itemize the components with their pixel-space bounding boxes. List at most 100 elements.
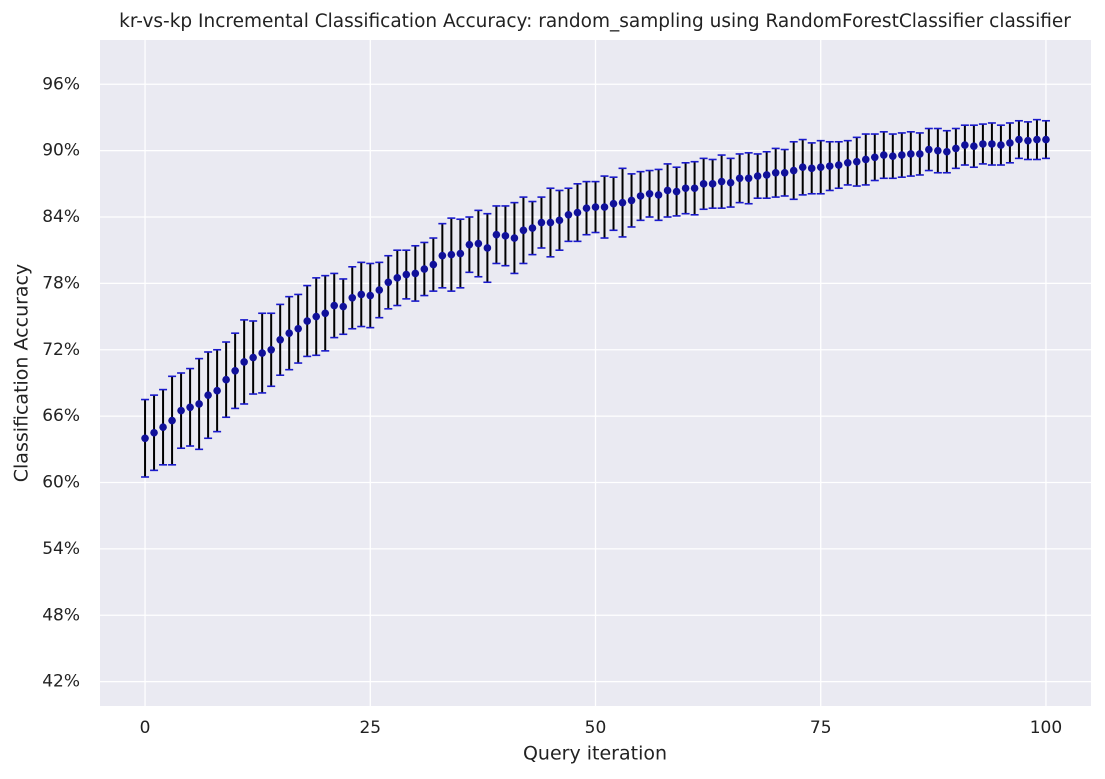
point [997, 141, 1005, 149]
point [384, 278, 393, 287]
point [357, 290, 366, 299]
point [285, 329, 293, 337]
x-tick-label: 50 [585, 718, 607, 738]
point [1042, 135, 1050, 144]
point [726, 178, 735, 187]
point [177, 406, 185, 415]
point [907, 150, 915, 158]
point [1033, 135, 1041, 144]
point [744, 174, 753, 183]
point [825, 162, 834, 170]
point [717, 177, 726, 186]
x-tick-label: 25 [359, 718, 381, 738]
y-tick-label: 54% [42, 539, 80, 559]
point [339, 302, 348, 311]
point [898, 151, 906, 159]
point [186, 403, 194, 412]
point [870, 153, 879, 162]
y-tick-label: 48% [42, 605, 80, 625]
point [519, 226, 528, 235]
point [402, 270, 411, 279]
point [627, 196, 636, 205]
point [753, 172, 762, 180]
point [465, 240, 474, 249]
point [447, 250, 456, 259]
chart-title: kr-vs-kp Incremental Classification Accu… [119, 11, 1071, 32]
point [330, 301, 339, 310]
point [393, 274, 402, 282]
point [213, 386, 221, 395]
point [267, 345, 275, 354]
y-tick-label: 60% [42, 473, 80, 493]
point [699, 180, 708, 188]
point [843, 159, 852, 167]
point [609, 199, 618, 208]
point [789, 166, 798, 175]
point [591, 203, 600, 211]
point [961, 141, 969, 149]
y-tick-label: 78% [42, 273, 80, 293]
point [159, 423, 167, 432]
point [537, 218, 546, 227]
point [222, 375, 230, 384]
point [979, 140, 987, 148]
y-axis-label: Classification Accuracy [11, 264, 33, 483]
point [861, 155, 870, 164]
point [195, 400, 203, 408]
point [834, 161, 843, 169]
point [879, 151, 888, 159]
point [276, 336, 284, 344]
point [456, 249, 465, 258]
y-tick-label: 96% [42, 74, 80, 94]
point [420, 265, 429, 273]
point [150, 428, 158, 437]
point [943, 147, 951, 156]
x-tick-label: 0 [140, 718, 151, 738]
point [654, 191, 663, 199]
point [294, 324, 303, 333]
point [600, 203, 609, 211]
y-tick-label: 72% [42, 340, 80, 360]
point [889, 152, 897, 160]
point [636, 192, 645, 200]
point [429, 260, 438, 269]
point [663, 186, 672, 195]
y-tick-label: 90% [42, 141, 80, 161]
point [312, 312, 321, 321]
point [492, 230, 501, 239]
point [141, 434, 149, 443]
point [573, 208, 582, 217]
point [249, 353, 257, 362]
y-tick-label: 66% [42, 406, 80, 426]
point [807, 164, 816, 173]
point [1015, 135, 1023, 144]
point [645, 189, 654, 198]
y-tick-label: 42% [42, 672, 80, 692]
point [168, 416, 176, 425]
point [618, 198, 627, 207]
point [375, 286, 384, 294]
y-tick-label: 84% [42, 207, 80, 227]
point [483, 244, 492, 252]
point [546, 218, 555, 227]
point [474, 239, 483, 248]
point [555, 216, 564, 225]
point [1006, 139, 1014, 147]
point [762, 171, 771, 179]
point [970, 142, 978, 151]
point [240, 358, 248, 366]
point [366, 291, 375, 300]
point [348, 293, 357, 302]
point [934, 146, 942, 155]
point [510, 234, 519, 242]
point [816, 163, 825, 172]
point [852, 157, 861, 166]
point [771, 168, 780, 177]
x-tick-label: 75 [810, 718, 832, 738]
point [1024, 136, 1032, 145]
point [258, 349, 266, 357]
point [204, 391, 212, 399]
point [798, 163, 807, 172]
